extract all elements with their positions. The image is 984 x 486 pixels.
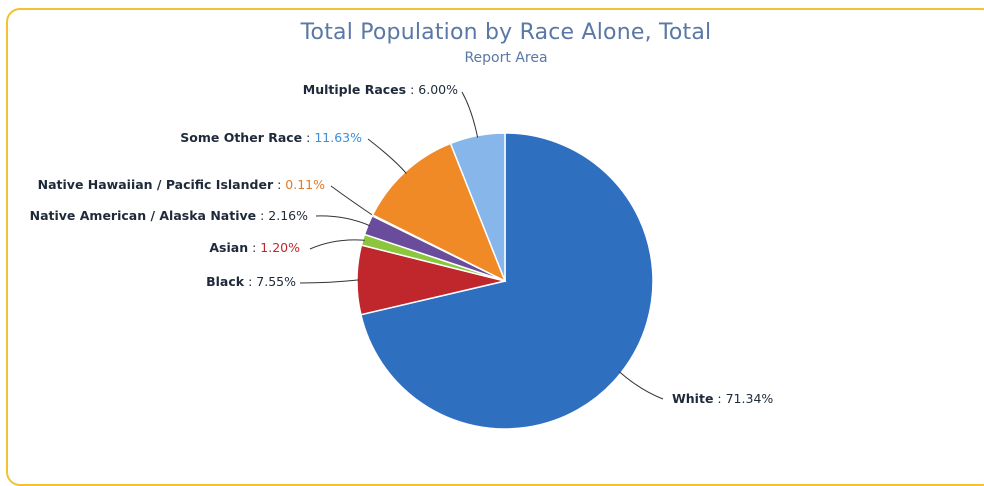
slice-label: Multiple Races : 6.00% bbox=[303, 82, 458, 97]
slice-label-name: Native Hawaiian / Pacific Islander bbox=[38, 177, 274, 192]
chart-title: Total Population by Race Alone, Total bbox=[300, 20, 712, 45]
slice-label-name: Multiple Races bbox=[303, 82, 406, 97]
slice-label-separator: : bbox=[713, 391, 725, 406]
connector-line bbox=[330, 185, 375, 217]
slice-label-separator: : bbox=[244, 274, 256, 289]
slice-label-name: White bbox=[672, 391, 713, 406]
slice-label-value: 1.20% bbox=[260, 240, 300, 255]
slice-label-name: Some Other Race bbox=[180, 130, 302, 145]
slice-label-name: Black bbox=[206, 274, 245, 289]
connector-line bbox=[461, 91, 479, 138]
slice-label-value: 11.63% bbox=[314, 130, 362, 145]
slice-label-value: 6.00% bbox=[418, 82, 458, 97]
slice-label-name: Native American / Alaska Native bbox=[30, 208, 257, 223]
connector-line bbox=[299, 279, 360, 284]
slice-label-name: Asian bbox=[209, 240, 248, 255]
slice-label-value: 0.11% bbox=[285, 177, 325, 192]
slice-label-separator: : bbox=[302, 130, 314, 145]
slice-label-separator: : bbox=[248, 240, 260, 255]
slice-label: Black : 7.55% bbox=[206, 274, 296, 289]
slice-label: Asian : 1.20% bbox=[209, 240, 300, 255]
chart-subtitle: Report Area bbox=[464, 50, 548, 66]
slice-label-value: 7.55% bbox=[256, 274, 296, 289]
slice-label: White : 71.34% bbox=[672, 391, 773, 406]
connector-line bbox=[619, 371, 664, 400]
slice-label-value: 2.16% bbox=[268, 208, 308, 223]
connector-line bbox=[309, 239, 365, 250]
connector-line bbox=[315, 215, 371, 227]
slice-label-separator: : bbox=[273, 177, 285, 192]
slice-label-value: 71.34% bbox=[726, 391, 774, 406]
connector-line bbox=[367, 138, 407, 174]
slice-label: Native Hawaiian / Pacific Islander : 0.1… bbox=[38, 177, 325, 192]
slice-label-separator: : bbox=[406, 82, 418, 97]
slice-label: Some Other Race : 11.63% bbox=[180, 130, 362, 145]
slice-label-separator: : bbox=[256, 208, 268, 223]
slice-label: Native American / Alaska Native : 2.16% bbox=[30, 208, 309, 223]
